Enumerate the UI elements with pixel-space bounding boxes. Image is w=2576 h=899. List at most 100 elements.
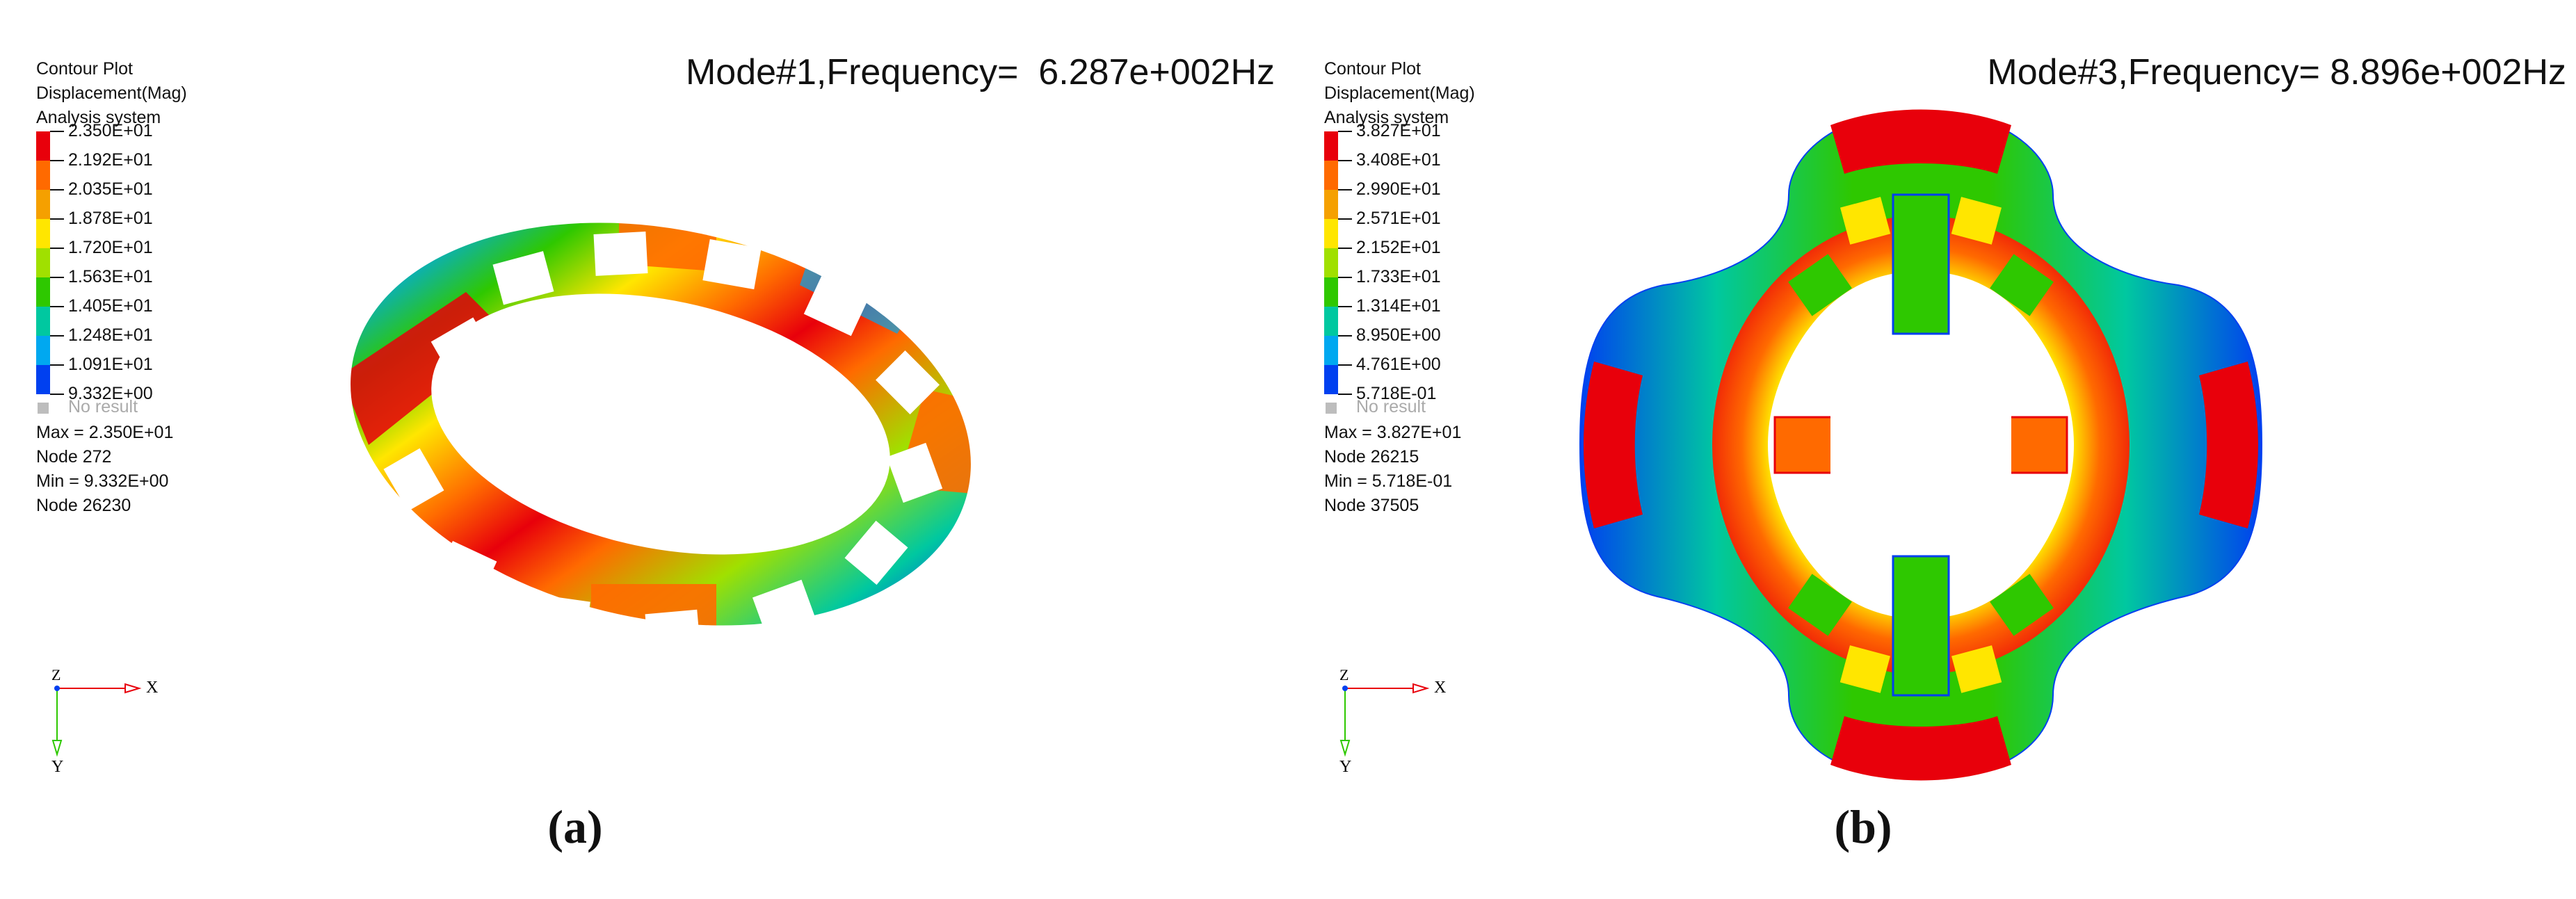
scale-swatch — [36, 219, 50, 248]
scale-band: 2.990E+01 — [1324, 179, 1616, 219]
scale-tick — [50, 218, 64, 220]
scale-value: 2.035E+01 — [68, 179, 153, 199]
scale-tick — [1338, 248, 1352, 249]
scale-swatch — [1324, 365, 1338, 394]
axis-label-z: Z — [1339, 667, 1349, 683]
legend-title: Contour Plot — [36, 59, 133, 79]
scale-tick — [50, 335, 64, 337]
legend-stats: Max = 2.350E+01 Node 272 Min = 9.332E+00… — [36, 421, 328, 518]
scale-tick — [50, 394, 64, 395]
scale-swatch — [1324, 131, 1338, 161]
scale-band: 8.950E+00 — [1324, 325, 1616, 365]
scale-value: 1.563E+01 — [68, 267, 153, 286]
scale-tick — [50, 277, 64, 278]
scale-band: 1.733E+01 — [1324, 267, 1616, 307]
scale-value: 2.152E+01 — [1356, 238, 1441, 257]
scale-band: 1.405E+01 — [36, 296, 328, 336]
scale-swatch — [36, 248, 50, 277]
scale-tick — [1338, 364, 1352, 366]
no-result-swatch — [38, 403, 49, 414]
scale-swatch — [1324, 161, 1338, 190]
scale-swatch — [36, 277, 50, 307]
scale-value: 5.718E-01 — [1356, 384, 1437, 403]
scale-band: 2.571E+01 — [1324, 209, 1616, 248]
scale-tick — [1338, 189, 1352, 191]
scale-tick — [1338, 131, 1352, 132]
scale-band: 1.720E+01 — [36, 238, 328, 277]
axis-label-y: Y — [1339, 758, 1351, 776]
axis-label-x: X — [146, 679, 158, 697]
scale-value: 2.192E+01 — [68, 150, 153, 170]
scale-swatch — [36, 161, 50, 190]
min-value: Min = 5.718E-01 — [1324, 471, 1453, 491]
scale-value: 9.332E+00 — [68, 384, 153, 403]
scale-swatch — [1324, 277, 1338, 307]
max-node: Node 26215 — [1324, 447, 1419, 467]
scale-value: 1.314E+01 — [1356, 296, 1441, 316]
scale-band: 1.563E+01 — [36, 267, 328, 307]
scale-value: 8.950E+00 — [1356, 325, 1441, 345]
color-scale: 2.350E+01 2.192E+01 2.035E+01 1.878E+01 1.72… — [36, 121, 328, 403]
scale-band: 4.761E+00 5.718E-01 — [1324, 355, 1616, 403]
scale-swatch — [36, 307, 50, 336]
max-node: Node 272 — [36, 447, 112, 467]
scale-band: 1.878E+01 — [36, 209, 328, 248]
scale-tick — [1338, 218, 1352, 220]
scale-band: 3.408E+01 — [1324, 150, 1616, 190]
min-node: Node 37505 — [1324, 496, 1419, 515]
max-value: Max = 3.827E+01 — [1324, 423, 1462, 442]
color-scale: 3.827E+01 3.408E+01 2.990E+01 2.571E+01 2.15… — [1324, 121, 1616, 403]
contour-legend: Contour Plot Displacement(Mag) Analysis … — [36, 57, 328, 518]
min-node: Node 26230 — [36, 496, 131, 515]
scale-value: 1.720E+01 — [68, 238, 153, 257]
scale-value: 3.827E+01 — [1356, 121, 1441, 140]
scale-band: 2.035E+01 — [36, 179, 328, 219]
deformed-stator-mode-3 — [1579, 109, 2263, 781]
legend-quantity: Displacement(Mag) — [36, 83, 187, 103]
deformed-stator-mode-1 — [327, 195, 995, 667]
no-result-label: No result — [68, 397, 138, 416]
scale-band: 1.314E+01 — [1324, 296, 1616, 336]
scale-tick — [50, 364, 64, 366]
scale-value: 2.990E+01 — [1356, 179, 1441, 199]
scale-swatch — [36, 365, 50, 394]
scale-swatch — [36, 190, 50, 219]
coordinate-triad: Z X Y — [1339, 667, 1446, 776]
no-result-label: No result — [1356, 397, 1426, 416]
scale-swatch — [36, 131, 50, 161]
scale-band: 2.350E+01 — [36, 121, 328, 161]
scale-swatch — [1324, 219, 1338, 248]
scale-value: 2.350E+01 — [68, 121, 153, 140]
scale-swatch — [1324, 307, 1338, 336]
scale-tick — [50, 131, 64, 132]
stator-slots — [383, 232, 943, 656]
scale-tick — [50, 248, 64, 249]
scale-value: 3.408E+01 — [1356, 150, 1441, 170]
scale-value: 1.878E+01 — [68, 209, 153, 228]
scale-tick — [1338, 394, 1352, 395]
panel-mode-3: Contour Plot Displacement(Mag) Analysis … — [1288, 0, 2576, 899]
axis-label-x: X — [1434, 679, 1446, 697]
scale-band: 2.152E+01 — [1324, 238, 1616, 277]
mode-frequency-title: Mode#3,Frequency= 8.896e+002Hz — [1987, 52, 2566, 92]
scale-swatch — [36, 336, 50, 365]
no-result-entry: No result — [36, 396, 328, 421]
axis-label-y: Y — [51, 758, 63, 776]
scale-swatch — [1324, 248, 1338, 277]
scale-tick — [1338, 335, 1352, 337]
legend-stats: Max = 3.827E+01 Node 26215 Min = 5.718E-… — [1324, 421, 1616, 518]
scale-value: 4.761E+00 — [1356, 355, 1441, 374]
min-value: Min = 9.332E+00 — [36, 471, 169, 491]
scale-swatch — [1324, 190, 1338, 219]
scale-band: 1.091E+01 9.332E+00 — [36, 355, 328, 403]
scale-value: 1.733E+01 — [1356, 267, 1441, 286]
scale-value: 1.091E+01 — [68, 355, 153, 374]
stator-teeth — [1773, 193, 2068, 697]
scale-tick — [1338, 306, 1352, 307]
max-value: Max = 2.350E+01 — [36, 423, 174, 442]
scale-tick — [50, 189, 64, 191]
scale-tick — [50, 160, 64, 161]
axis-label-z: Z — [51, 667, 61, 683]
panel-caption: (a) — [547, 800, 603, 853]
no-result-entry: No result — [1324, 396, 1616, 421]
